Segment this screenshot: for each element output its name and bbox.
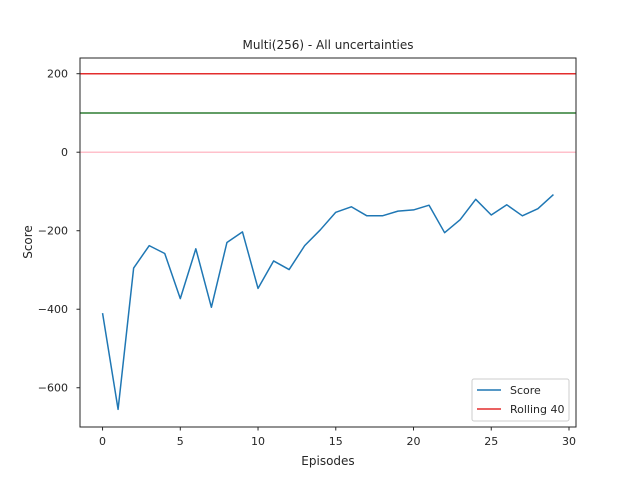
legend-label-score: Score (510, 384, 541, 397)
series-line-0 (101, 194, 554, 411)
y-tick-label: −200 (38, 225, 68, 238)
y-tick-label: 200 (47, 68, 68, 81)
y-axis-label: Score (21, 225, 35, 259)
chart-title: Multi(256) - All uncertainties (242, 38, 413, 52)
x-tick-label: 20 (407, 435, 421, 448)
x-axis-ticks: 0 5 10 15 20 25 30 (99, 427, 576, 448)
x-tick-label: 25 (484, 435, 498, 448)
x-tick-label: 0 (99, 435, 106, 448)
x-tick-label: 15 (329, 435, 343, 448)
reference-lines (80, 72, 576, 153)
x-axis-label: Episodes (301, 454, 354, 468)
y-tick-label: 0 (61, 146, 68, 159)
legend: Score Rolling 40 (471, 378, 570, 422)
legend-label-rolling-40: Rolling 40 (510, 403, 565, 416)
plot-frame (79, 57, 577, 428)
y-tick-label: −400 (38, 303, 68, 316)
y-tick-label: −600 (38, 382, 68, 395)
x-tick-label: 30 (562, 435, 576, 448)
series-layer (101, 194, 554, 411)
x-tick-label: 5 (177, 435, 184, 448)
y-axis-ticks: −600 −400 −200 0 200 (38, 68, 80, 395)
x-tick-label: 10 (251, 435, 265, 448)
